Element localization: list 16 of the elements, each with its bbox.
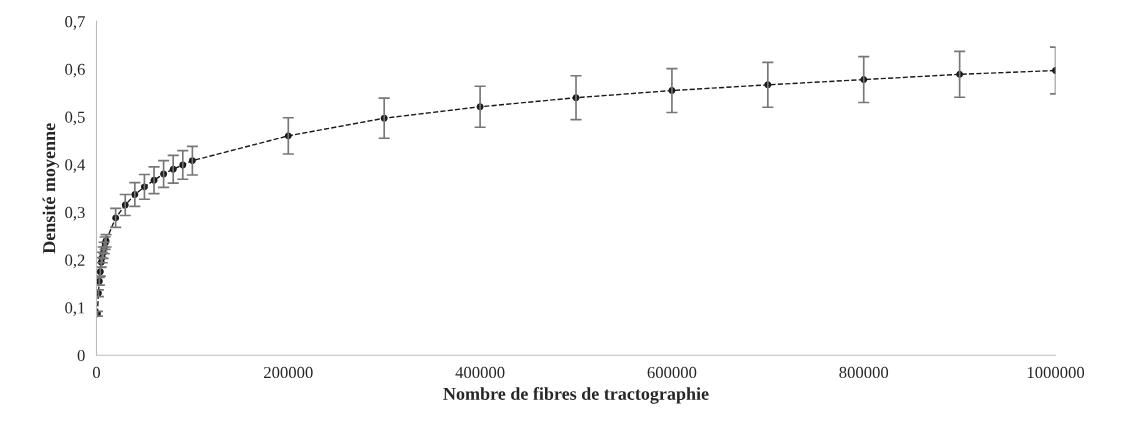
x-tick-label: 600000 [647, 366, 697, 379]
x-tick-label: 200000 [264, 366, 313, 379]
x-tick-label: 0 [92, 366, 101, 379]
x-tick-label: 1000000 [1027, 366, 1085, 379]
y-tick-label: 0,4 [65, 159, 86, 173]
y-tick-label: 0,6 [65, 63, 85, 78]
x-axis-title: Nombre de fibres de tractographie [443, 387, 709, 404]
y-tick-label: 0,7 [65, 16, 85, 30]
y-tick-label: 0,3 [65, 206, 85, 221]
x-tick-label: 800000 [839, 366, 889, 379]
y-axis-title: Densité moyenne [42, 123, 59, 254]
y-tick-label: 0,1 [65, 302, 85, 316]
x-tick-label: 400000 [455, 366, 505, 379]
y-tick-label: 0,2 [65, 254, 85, 269]
y-tick-label: 0,5 [65, 111, 85, 126]
y-tick-label: 0 [77, 349, 85, 362]
